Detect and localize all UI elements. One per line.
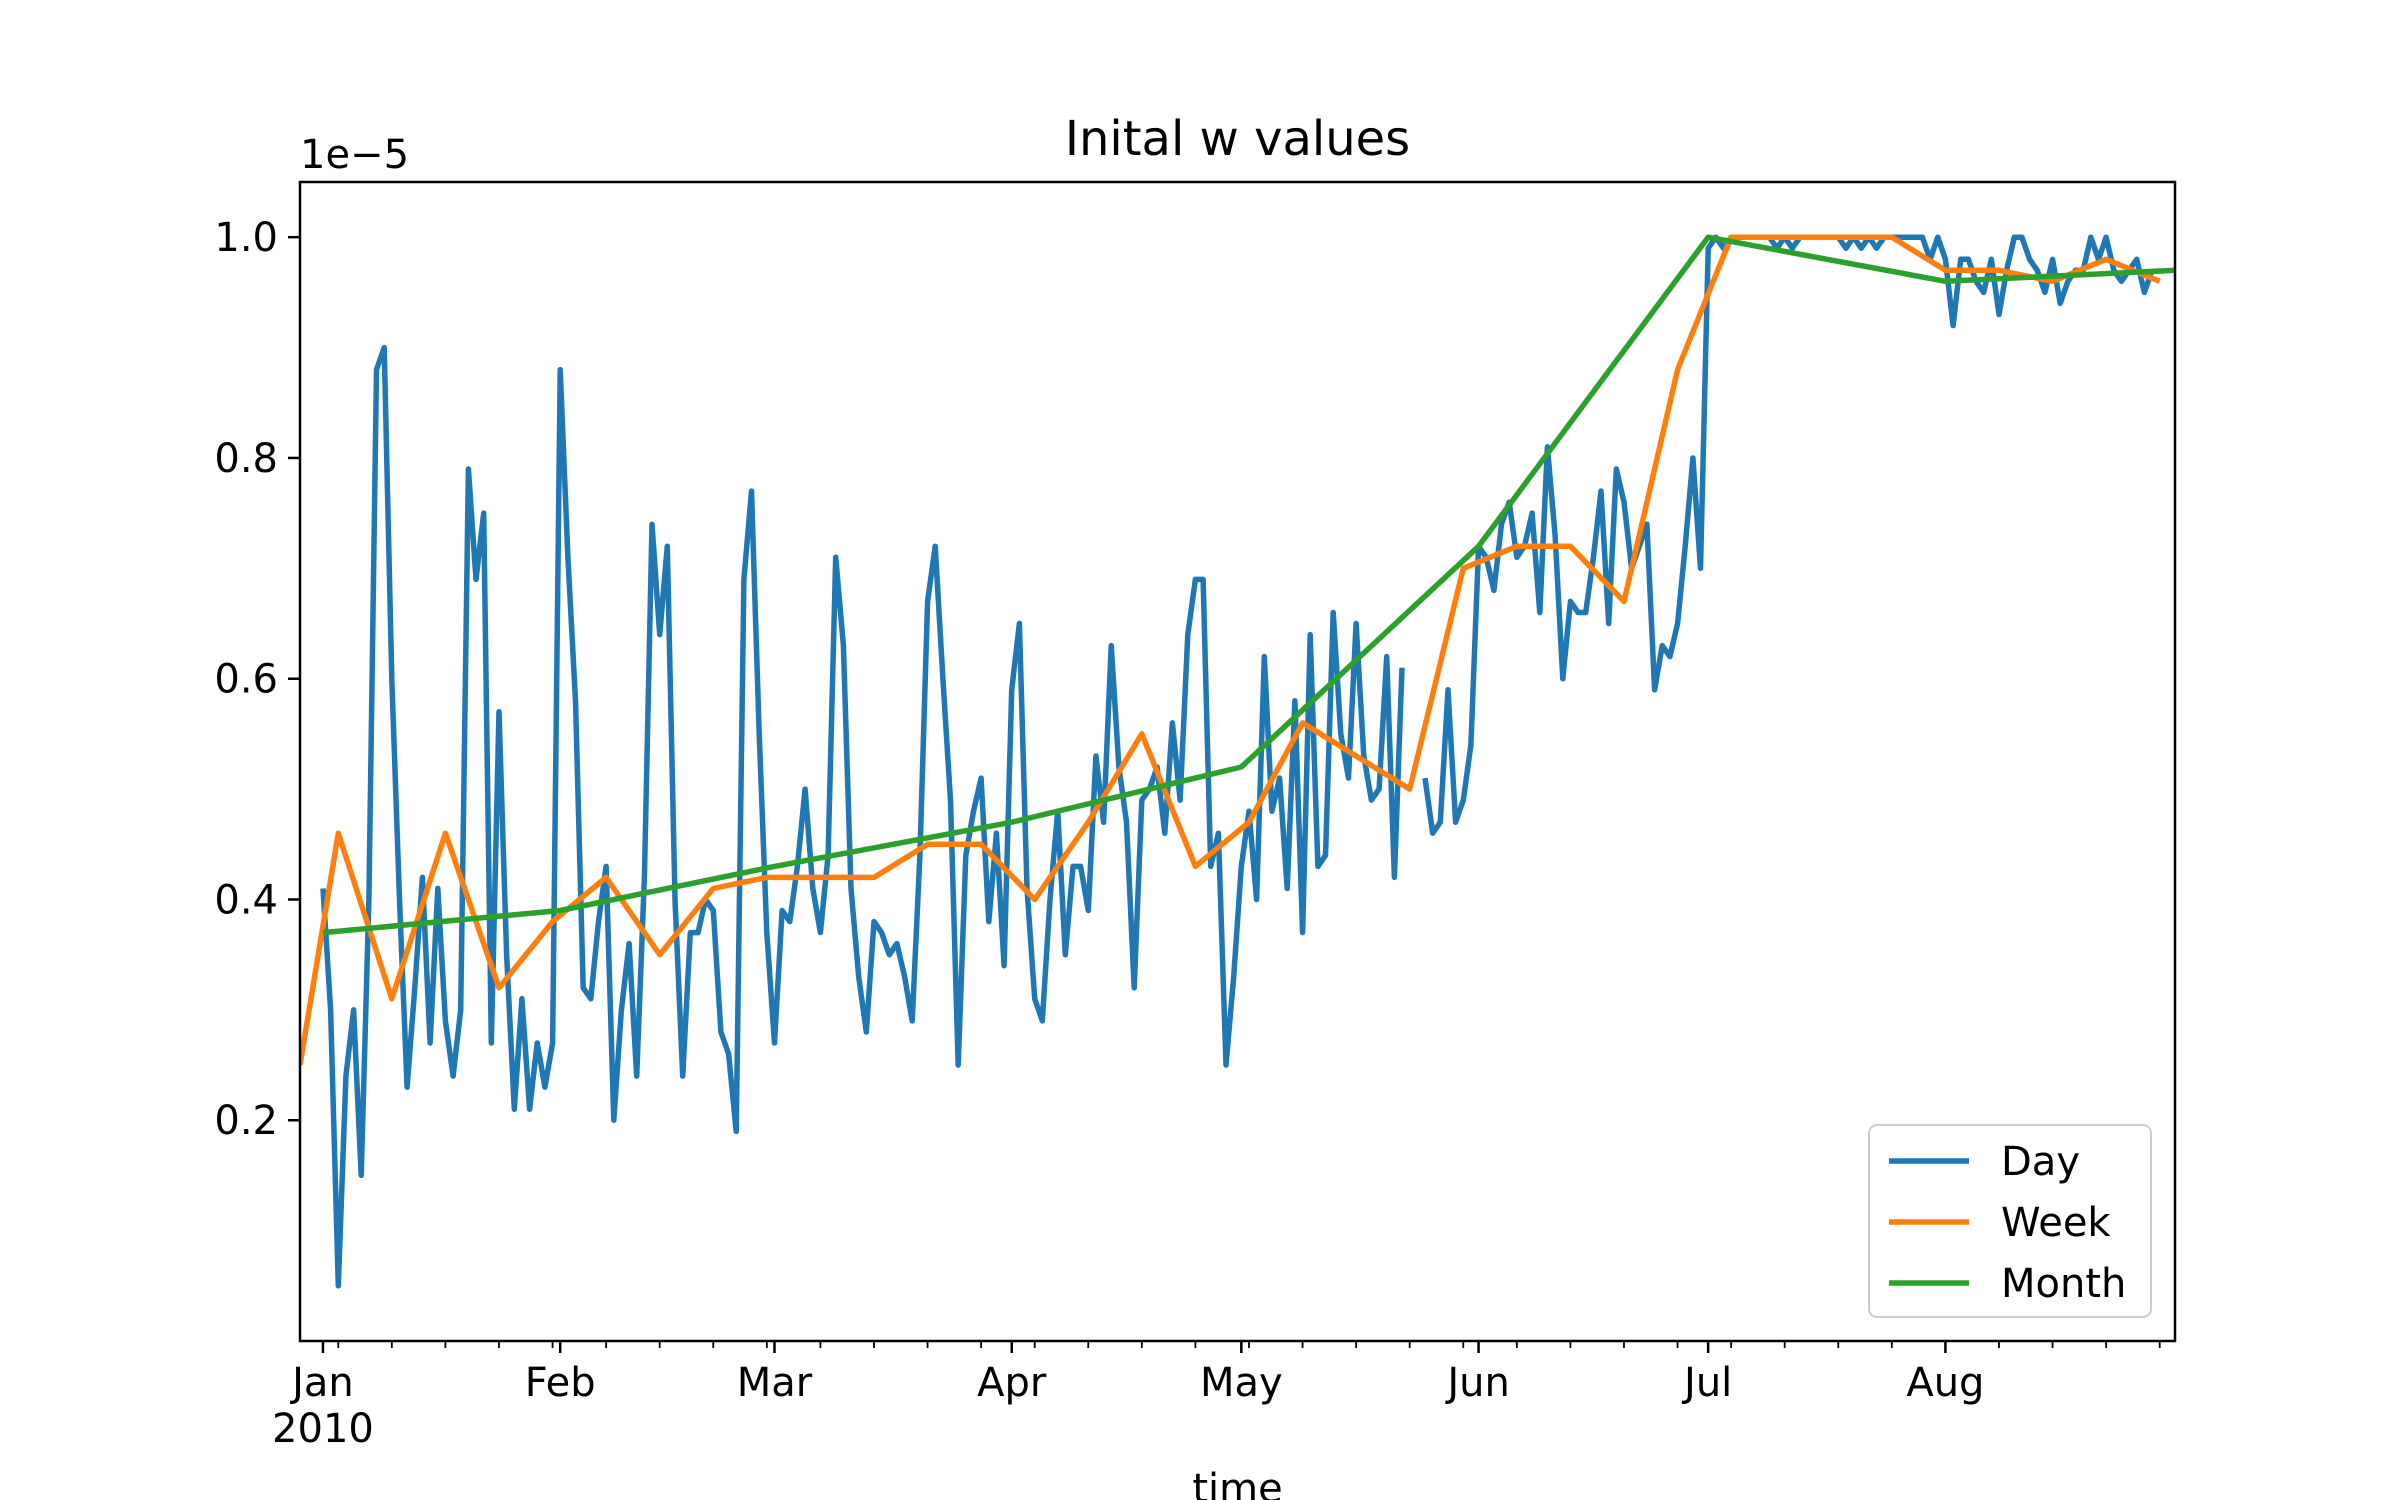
series-week-line <box>300 234 2161 1066</box>
series-layer <box>300 234 2175 1289</box>
x-tick-label: Mar <box>737 1360 813 1406</box>
x-axis-label: time <box>1192 1466 1282 1500</box>
y-axis: 0.2 0.4 0.6 0.8 1.0 <box>214 215 300 1144</box>
y-tick-label: 0.8 <box>214 436 278 482</box>
y-tick-label: 0.6 <box>214 657 278 703</box>
legend-label-week: Week <box>2001 1200 2111 1246</box>
x-tick-label: May <box>1200 1360 1283 1406</box>
series-day-line <box>320 234 2155 1289</box>
legend-label-month: Month <box>2001 1261 2126 1307</box>
x-tick-label: Jun <box>1444 1360 1510 1406</box>
legend: Day Week Month <box>1868 1124 2152 1318</box>
series-month-line <box>322 234 2175 936</box>
y-tick-label: 0.4 <box>214 877 278 923</box>
y-tick-label: 0.2 <box>214 1098 278 1144</box>
x-tick-label: Aug <box>1906 1360 1984 1406</box>
x-tick-label: Feb <box>525 1360 596 1406</box>
plot-frame <box>298 180 2177 1343</box>
x-tick-label: Apr <box>977 1360 1047 1406</box>
legend-box <box>1868 1124 2152 1318</box>
chart-title: Inital w values <box>1065 111 1410 167</box>
x-tick-year-label: 2010 <box>272 1406 374 1452</box>
legend-label-day: Day <box>2001 1139 2080 1185</box>
y-axis-offset-label: 1e−5 <box>300 132 409 178</box>
y-tick-label: 1.0 <box>214 215 278 261</box>
x-tick-label: Jan <box>289 1360 354 1406</box>
x-tick-label: Jul <box>1681 1360 1732 1406</box>
